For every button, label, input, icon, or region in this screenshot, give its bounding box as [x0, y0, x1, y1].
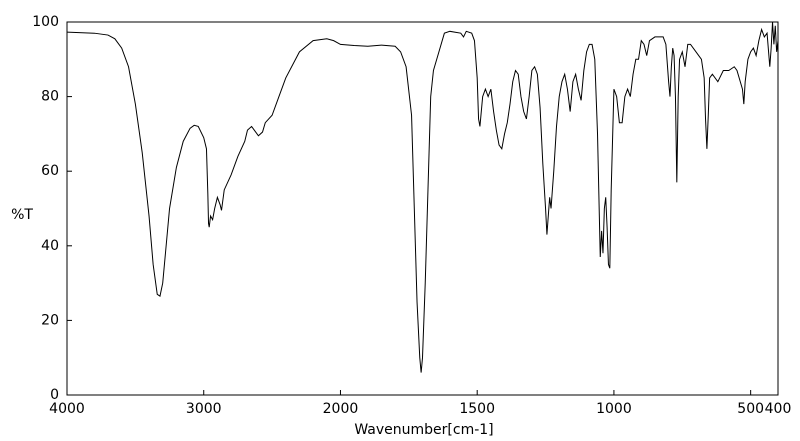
- x-tick-label: 400: [765, 401, 792, 417]
- y-tick-label: 40: [41, 238, 59, 254]
- spectrum-line: [66, 21, 779, 373]
- x-tick-label: 500: [737, 401, 764, 417]
- x-tick-label: 2000: [323, 401, 359, 417]
- x-tick-label: 3000: [186, 401, 222, 417]
- y-tick-label: 80: [41, 89, 59, 105]
- y-tick-label: 100: [32, 14, 59, 30]
- x-axis-label: Wavenumber[cm-1]: [354, 422, 493, 438]
- y-tick-label: 20: [41, 312, 59, 328]
- x-tick-label: 1000: [596, 401, 632, 417]
- y-axis-label: %T: [11, 207, 33, 223]
- plot-frame: [66, 21, 779, 396]
- x-tick-label: 4000: [49, 401, 85, 417]
- y-tick-label: 0: [50, 387, 59, 403]
- x-tick-label: 1500: [459, 401, 495, 417]
- y-tick-label: 60: [41, 163, 59, 179]
